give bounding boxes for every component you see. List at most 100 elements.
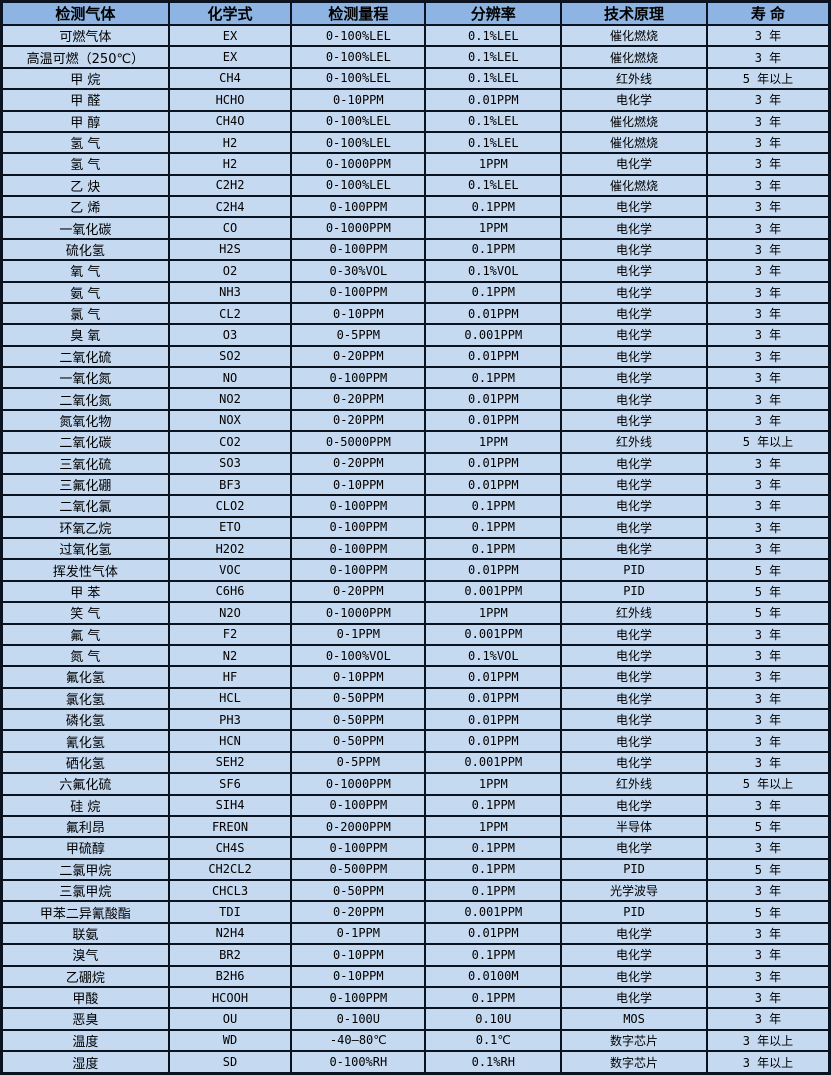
- cell-lifespan: 3 年: [705, 130, 831, 155]
- cell-range: 0-50PPM: [290, 878, 427, 903]
- cell-formula: EX: [167, 45, 293, 69]
- cell-gas-name: 可燃气体: [0, 23, 170, 48]
- cell-formula: CO2: [167, 430, 293, 454]
- cell-gas-name: 二氧化碳: [0, 430, 170, 454]
- cell-resolution: 0.1%LEL: [424, 23, 563, 48]
- cell-lifespan: 3 年: [705, 985, 831, 1010]
- cell-resolution: 0.1PPM: [424, 280, 563, 304]
- table-row: 甲 醇 CH4O 0-100%LEL 0.1%LEL 催化燃烧 3 年: [0, 109, 831, 133]
- column-header-principle: 技术原理: [560, 0, 708, 26]
- table-row: 甲 烷 CH4 0-100%LEL 0.1%LEL 红外线 5 年以上: [0, 66, 831, 91]
- cell-lifespan: 3 年: [705, 836, 831, 860]
- cell-principle: 红外线: [560, 601, 708, 625]
- cell-range: 0-20PPM: [290, 344, 427, 369]
- cell-gas-name: 高温可燃（250℃）: [0, 45, 170, 69]
- table-row: 甲苯二异氰酸酯 TDI 0-20PPM 0.001PPM PID 5 年: [0, 900, 831, 924]
- table-row: 甲 苯 C6H6 0-20PPM 0.001PPM PID 5 年: [0, 579, 831, 604]
- cell-principle: 电化学: [560, 836, 708, 860]
- cell-lifespan: 5 年以上: [705, 66, 831, 91]
- cell-range: 0-100%LEL: [290, 23, 427, 48]
- cell-lifespan: 3 年: [705, 387, 831, 411]
- cell-lifespan: 5 年: [705, 579, 831, 604]
- table-row: 笑 气 N2O 0-1000PPM 1PPM 红外线 5 年: [0, 601, 831, 625]
- table-row: 氧 气 O2 0-30%VOL 0.1%VOL 电化学 3 年: [0, 259, 831, 283]
- cell-lifespan: 3 年: [705, 408, 831, 433]
- cell-range: 0-1PPM: [290, 622, 427, 646]
- cell-gas-name: 磷化氢: [0, 707, 170, 732]
- cell-gas-name: 甲 醛: [0, 88, 170, 112]
- cell-gas-name: 硒化氢: [0, 750, 170, 775]
- cell-formula: B2H6: [167, 964, 293, 988]
- cell-range: 0-10PPM: [290, 472, 427, 497]
- cell-range: 0-50PPM: [290, 729, 427, 753]
- cell-formula: HCHO: [167, 88, 293, 112]
- cell-range: 0-5000PPM: [290, 430, 427, 454]
- cell-formula: CH4S: [167, 836, 293, 860]
- cell-lifespan: 3 年: [705, 665, 831, 689]
- cell-formula: CH4: [167, 66, 293, 91]
- cell-formula: NO: [167, 365, 293, 390]
- cell-resolution: 0.01PPM: [424, 921, 563, 946]
- cell-gas-name: 湿度: [0, 1050, 170, 1075]
- cell-formula: N2: [167, 643, 293, 668]
- cell-range: 0-5PPM: [290, 323, 427, 347]
- cell-principle: 电化学: [560, 301, 708, 326]
- cell-formula: C6H6: [167, 579, 293, 604]
- cell-principle: 电化学: [560, 387, 708, 411]
- cell-formula: F2: [167, 622, 293, 646]
- cell-lifespan: 3 年: [705, 750, 831, 775]
- cell-resolution: 0.1%LEL: [424, 45, 563, 69]
- table-row: 甲 醛 HCHO 0-10PPM 0.01PPM 电化学 3 年: [0, 88, 831, 112]
- cell-principle: 电化学: [560, 964, 708, 988]
- cell-range: 0-10PPM: [290, 301, 427, 326]
- cell-formula: HCOOH: [167, 985, 293, 1010]
- cell-principle: 电化学: [560, 323, 708, 347]
- cell-range: 0-1000PPM: [290, 772, 427, 796]
- cell-lifespan: 3 年: [705, 472, 831, 497]
- cell-resolution: 0.1%LEL: [424, 109, 563, 133]
- table-row: 氰化氢 HCN 0-50PPM 0.01PPM 电化学 3 年: [0, 729, 831, 753]
- cell-lifespan: 3 年: [705, 152, 831, 176]
- cell-gas-name: 硅 烷: [0, 793, 170, 817]
- cell-range: 0-1000PPM: [290, 152, 427, 176]
- cell-principle: 催化燃烧: [560, 45, 708, 69]
- cell-principle: 红外线: [560, 430, 708, 454]
- cell-lifespan: 3 年: [705, 515, 831, 540]
- cell-gas-name: 甲苯二异氰酸酯: [0, 900, 170, 924]
- cell-range: 0-100PPM: [290, 515, 427, 540]
- cell-formula: SD: [167, 1050, 293, 1075]
- cell-lifespan: 3 年: [705, 494, 831, 518]
- cell-formula: H2S: [167, 237, 293, 262]
- cell-formula: C2H2: [167, 173, 293, 198]
- cell-formula: BR2: [167, 943, 293, 967]
- table-row: 二氧化氯 CLO2 0-100PPM 0.1PPM 电化学 3 年: [0, 494, 831, 518]
- cell-gas-name: 挥发性气体: [0, 558, 170, 582]
- cell-range: 0-100PPM: [290, 280, 427, 304]
- table-row: 氟利昂 FREON 0-2000PPM 1PPM 半导体 5 年: [0, 814, 831, 839]
- cell-resolution: 0.01PPM: [424, 408, 563, 433]
- cell-gas-name: 二氧化硫: [0, 344, 170, 369]
- cell-principle: 光学波导: [560, 878, 708, 903]
- cell-formula: SO3: [167, 451, 293, 475]
- cell-lifespan: 3 年: [705, 921, 831, 946]
- cell-principle: 电化学: [560, 985, 708, 1010]
- cell-formula: C2H4: [167, 194, 293, 219]
- cell-range: 0-100%RH: [290, 1050, 427, 1075]
- cell-lifespan: 3 年: [705, 237, 831, 262]
- cell-gas-name: 笑 气: [0, 601, 170, 625]
- cell-gas-name: 一氧化碳: [0, 216, 170, 240]
- cell-lifespan: 3 年: [705, 643, 831, 668]
- table-row: 乙 炔 C2H2 0-100%LEL 0.1%LEL 催化燃烧 3 年: [0, 173, 831, 198]
- cell-principle: 电化学: [560, 943, 708, 967]
- table-header-row: 检测气体 化学式 检测量程 分辨率 技术原理 寿 命: [0, 0, 831, 26]
- cell-principle: 电化学: [560, 237, 708, 262]
- cell-principle: 电化学: [560, 259, 708, 283]
- table-row: 可燃气体 EX 0-100%LEL 0.1%LEL 催化燃烧 3 年: [0, 23, 831, 48]
- cell-range: 0-100PPM: [290, 194, 427, 219]
- table-row: 乙 烯 C2H4 0-100PPM 0.1PPM 电化学 3 年: [0, 194, 831, 219]
- cell-resolution: 0.1℃: [424, 1028, 563, 1053]
- table-row: 三氯甲烷 CHCL3 0-50PPM 0.1PPM 光学波导 3 年: [0, 878, 831, 903]
- cell-formula: PH3: [167, 707, 293, 732]
- cell-formula: CHCL3: [167, 878, 293, 903]
- cell-resolution: 0.1PPM: [424, 985, 563, 1010]
